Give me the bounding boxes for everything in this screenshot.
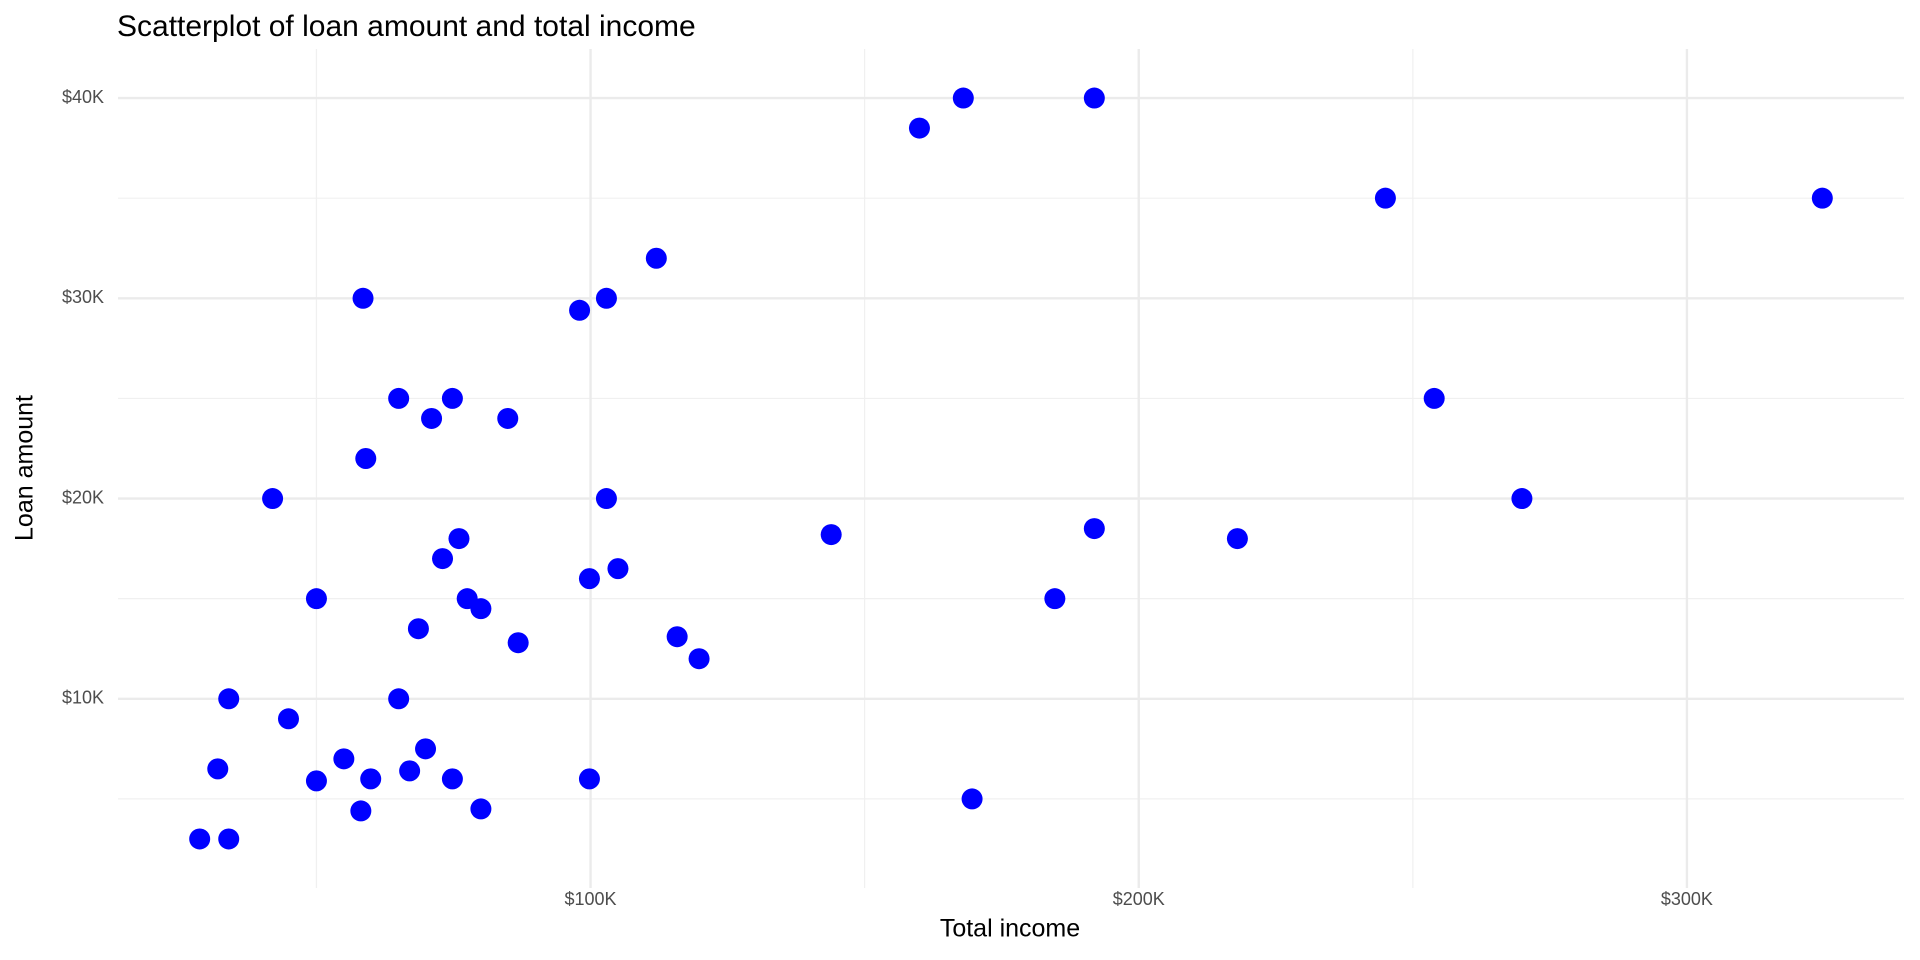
x-tick-label: $100K xyxy=(565,889,617,909)
y-axis-label: Loan amount xyxy=(11,395,39,541)
point xyxy=(333,748,355,770)
point xyxy=(350,800,372,822)
point xyxy=(470,598,492,620)
point xyxy=(355,447,377,469)
point xyxy=(421,407,443,429)
point xyxy=(1226,528,1248,550)
point xyxy=(441,387,463,409)
point xyxy=(507,632,529,654)
point xyxy=(407,618,429,640)
point xyxy=(441,768,463,790)
point xyxy=(1044,588,1066,610)
x-tick-label: $200K xyxy=(1113,889,1165,909)
point xyxy=(1374,187,1396,209)
point xyxy=(1811,187,1833,209)
x-axis-label: Total income xyxy=(940,915,1080,943)
y-tick-label: $30K xyxy=(62,287,104,307)
point xyxy=(432,548,454,570)
point xyxy=(388,688,410,710)
point xyxy=(207,758,229,780)
point xyxy=(1423,387,1445,409)
point xyxy=(952,87,974,109)
point xyxy=(666,626,688,648)
point xyxy=(1083,518,1105,540)
point xyxy=(908,117,930,139)
point xyxy=(277,708,299,730)
point xyxy=(352,287,374,309)
point xyxy=(388,387,410,409)
point xyxy=(497,407,519,429)
y-tick-label: $20K xyxy=(62,487,104,507)
point xyxy=(448,528,470,550)
point xyxy=(189,828,211,850)
y-tick-label: $40K xyxy=(62,87,104,107)
point xyxy=(305,588,327,610)
point xyxy=(961,788,983,810)
chart-title: Scatterplot of loan amount and total inc… xyxy=(117,10,696,43)
point xyxy=(688,648,710,670)
point xyxy=(595,287,617,309)
x-tick-label: $300K xyxy=(1661,889,1713,909)
point xyxy=(578,768,600,790)
point xyxy=(305,770,327,792)
point xyxy=(262,488,284,510)
point xyxy=(645,247,667,269)
point xyxy=(578,568,600,590)
y-tick-label: $10K xyxy=(62,688,104,708)
point xyxy=(1083,87,1105,109)
point xyxy=(218,688,240,710)
point xyxy=(415,738,437,760)
point xyxy=(399,760,421,782)
point xyxy=(595,488,617,510)
point xyxy=(569,299,591,321)
point xyxy=(360,768,382,790)
point xyxy=(607,558,629,580)
point xyxy=(218,828,240,850)
point xyxy=(820,524,842,546)
point xyxy=(1511,488,1533,510)
point xyxy=(470,798,492,820)
